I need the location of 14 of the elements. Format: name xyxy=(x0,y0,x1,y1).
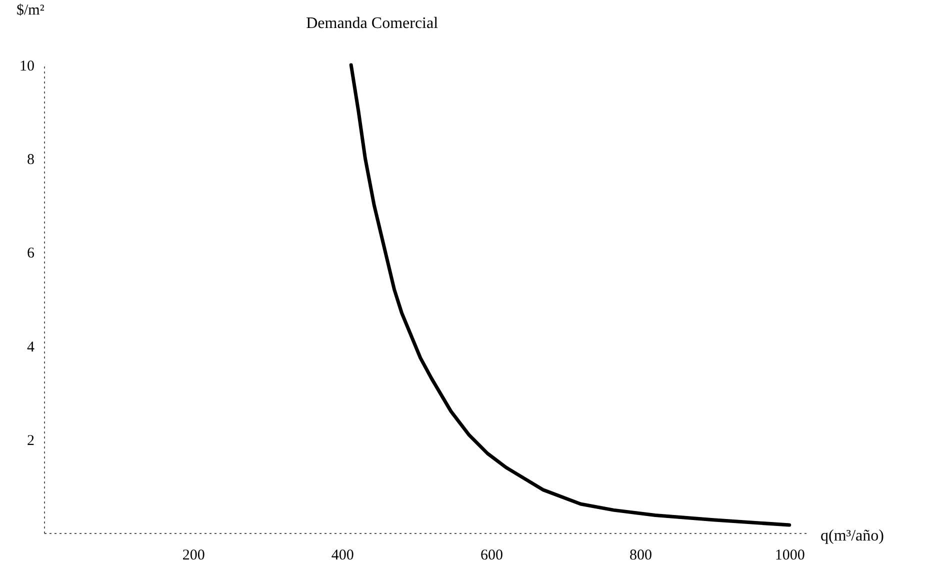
line-series xyxy=(349,63,792,527)
y-tick-label: 4 xyxy=(27,339,35,356)
x-tick-label: 400 xyxy=(331,548,354,564)
y-tick-label: 2 xyxy=(27,432,34,449)
y-tick-label: 8 xyxy=(27,152,34,168)
x-axis-title: q(m³/año) xyxy=(820,528,884,544)
x-tick-label: 800 xyxy=(630,548,652,564)
text: Demanda Comercial xyxy=(306,15,439,32)
y-tick-label: 6 xyxy=(27,246,35,262)
x-tick-label: 1000 xyxy=(774,548,805,564)
y-tick-label: 10 xyxy=(20,58,34,74)
y-axis-title: $/m² xyxy=(16,2,45,18)
x-tick-label: 600 xyxy=(480,548,503,564)
x-tick-label: 200 xyxy=(182,548,205,564)
